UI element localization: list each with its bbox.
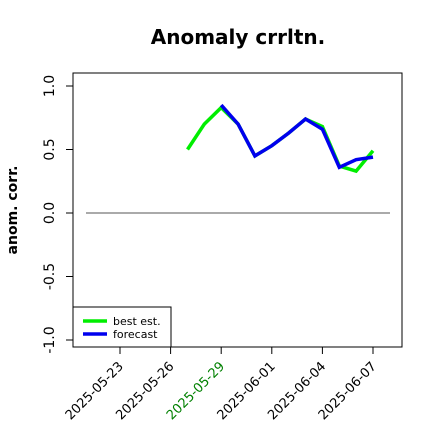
y-tick-label: 0.0	[42, 202, 58, 224]
plot-frame	[72, 72, 403, 348]
legend-box	[72, 306, 172, 348]
y-tick-label: 1.0	[42, 75, 58, 97]
legend-label: best est.	[113, 315, 161, 328]
plot-area: 1.00.50.0-0.5-1.02025-05-232025-05-26202…	[42, 72, 403, 423]
legend-label: forecast	[113, 328, 158, 341]
chart-title: Anomaly crrltn.	[151, 25, 325, 49]
series-line-forecast	[219, 103, 374, 170]
y-tick-label: 0.5	[42, 138, 58, 160]
legend: best est.forecast	[72, 306, 172, 348]
y-tick-label: -0.5	[42, 263, 58, 290]
y-tick-label: -1.0	[42, 326, 58, 353]
y-axis-label: anom. corr.	[5, 166, 21, 255]
